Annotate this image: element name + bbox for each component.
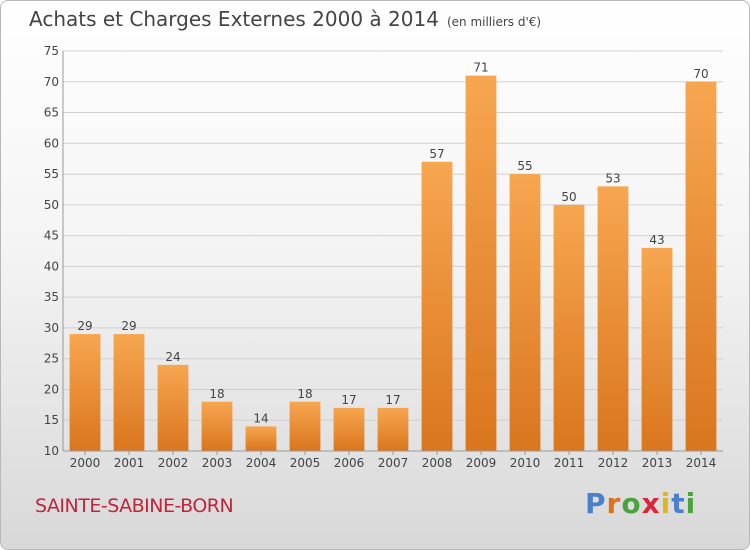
data-label: 70	[693, 67, 708, 81]
data-label: 57	[429, 147, 444, 161]
bar	[465, 75, 497, 451]
x-tick-label: 2007	[378, 456, 409, 470]
bar	[509, 174, 541, 452]
data-label: 24	[165, 350, 180, 364]
y-tick-label: 50	[44, 198, 59, 212]
y-tick-label: 20	[44, 382, 59, 396]
bar	[333, 407, 365, 451]
y-tick-label: 40	[44, 259, 59, 273]
y-tick-label: 75	[44, 44, 59, 58]
bar	[201, 401, 233, 451]
bar	[245, 426, 277, 451]
bar	[289, 401, 321, 451]
bar	[69, 334, 101, 451]
x-tick-label: 2001	[114, 456, 145, 470]
y-tick-label: 45	[44, 229, 59, 243]
data-label: 53	[605, 171, 620, 185]
x-tick-label: 2009	[466, 456, 497, 470]
x-tick-label: 2002	[158, 456, 189, 470]
data-label: 18	[297, 387, 312, 401]
x-tick-label: 2012	[598, 456, 629, 470]
bar	[553, 204, 585, 451]
y-tick-label: 55	[44, 167, 59, 181]
data-label: 17	[385, 393, 400, 407]
data-label: 14	[253, 411, 268, 425]
y-tick-label: 70	[44, 75, 59, 89]
x-tick-label: 2011	[554, 456, 585, 470]
y-tick-label: 10	[44, 444, 59, 458]
proxiti-logo: Proxiti	[585, 487, 697, 520]
y-tick-label: 35	[44, 290, 59, 304]
y-tick-label: 30	[44, 321, 59, 335]
bar	[377, 407, 409, 451]
x-tick-label: 2004	[246, 456, 277, 470]
bar	[641, 247, 673, 451]
chart-title: Achats et Charges Externes 2000 à 2014 (e…	[29, 7, 541, 31]
x-tick-label: 2003	[202, 456, 233, 470]
y-tick-label: 60	[44, 136, 59, 150]
bar	[685, 81, 717, 452]
y-tick-label: 65	[44, 106, 59, 120]
city-name: SAINTE-SABINE-BORN	[35, 495, 234, 517]
x-tick-label: 2014	[686, 456, 717, 470]
axes: 10 15 20 25 30 35 40 45 50 55 60 65 70 75 2000 2001 2002…	[44, 44, 723, 470]
bar	[421, 161, 453, 451]
x-tick-label: 2013	[642, 456, 673, 470]
data-label: 55	[517, 159, 532, 173]
title-text: Achats et Charges Externes 2000 à 2014	[29, 7, 439, 31]
bars: 29 29 24 18 14 18 17 17 57 71 55 50 53 43 70	[69, 61, 717, 452]
data-label: 43	[649, 233, 664, 247]
data-label: 71	[473, 61, 488, 75]
data-label: 18	[209, 387, 224, 401]
bar	[157, 364, 189, 451]
x-tick-label: 2005	[290, 456, 321, 470]
x-tick-label: 2000	[70, 456, 101, 470]
x-tick-label: 2010	[510, 456, 541, 470]
data-label: 50	[561, 190, 576, 204]
y-tick-label: 15	[44, 413, 59, 427]
bar	[597, 186, 629, 451]
x-tick-label: 2006	[334, 456, 365, 470]
data-label: 29	[121, 319, 136, 333]
data-label: 29	[77, 319, 92, 333]
title-unit: (en milliers d'€)	[446, 15, 542, 29]
x-tick-label: 2008	[422, 456, 453, 470]
data-label: 17	[341, 393, 356, 407]
y-tick-label: 25	[44, 352, 59, 366]
bar	[113, 334, 145, 451]
